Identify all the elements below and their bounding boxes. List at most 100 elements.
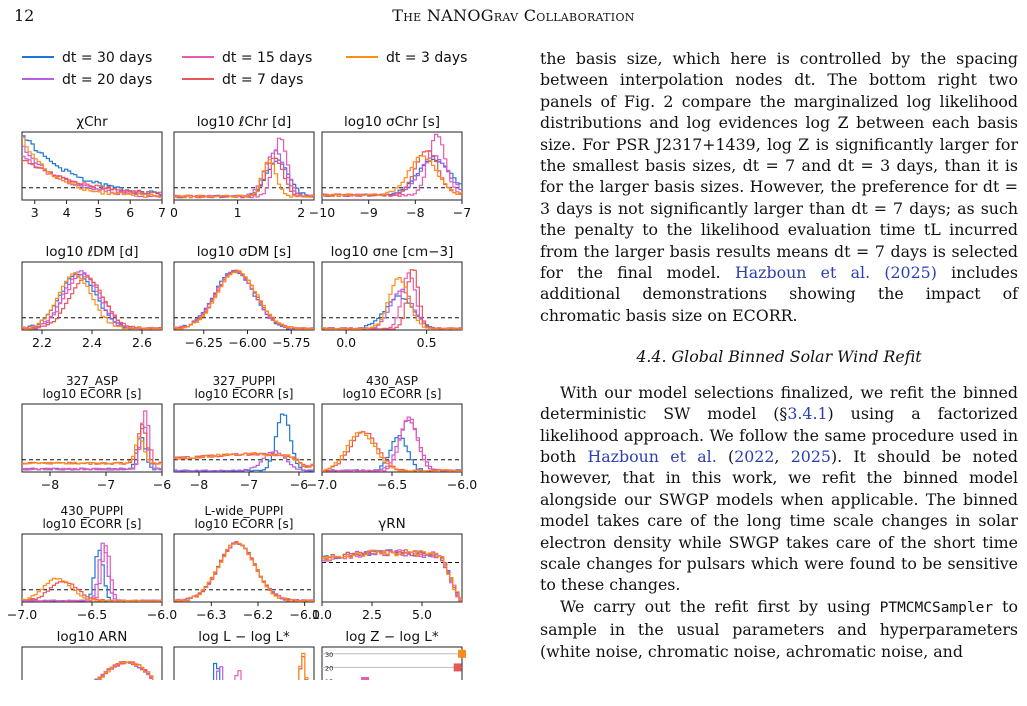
x-tick-label: 0.5 — [417, 335, 437, 350]
paragraph-2: With our model selections finalized, we … — [540, 382, 1018, 596]
panel-title: log10 ECORR [s] — [343, 387, 442, 401]
panel-title: log10 ECORR [s] — [195, 517, 294, 531]
hist-logl-d15 — [234, 670, 242, 680]
panel-frame — [173, 533, 315, 603]
y-tick-label: 20 — [325, 664, 333, 672]
x-tick-label: 2.5 — [362, 607, 382, 622]
x-tick-label: 5 — [94, 205, 102, 220]
hist-logl-d30 — [213, 662, 221, 680]
x-tick-label: −9 — [359, 205, 377, 220]
hist-e327asp-d3 — [22, 436, 162, 465]
x-tick-label: −6.00 — [228, 335, 266, 350]
hist-schr-d3 — [322, 155, 462, 197]
panel-title: L-wide_PUPPI — [205, 504, 284, 518]
hist-lchr-d20 — [174, 150, 314, 199]
y-tick-label: 30 — [325, 651, 333, 659]
panel-frame — [21, 403, 163, 473]
paragraph-1-end: includes additional demonstrations showi… — [540, 263, 1018, 325]
page-header: 12 The NANOGrav Collaboration — [0, 0, 1027, 30]
citation-2022[interactable]: 2022 — [734, 446, 775, 466]
x-tick-label: 6 — [126, 205, 134, 220]
panel-title: 327_ASP — [66, 374, 118, 388]
paragraph-3: We carry out the refit first by using PT… — [540, 596, 1018, 662]
x-tick-label: −7 — [97, 477, 115, 492]
x-tick-label: −8 — [406, 205, 424, 220]
hist-sdm-d3 — [174, 270, 314, 330]
x-tick-label: 4 — [63, 205, 71, 220]
x-tick-label: 0.0 — [312, 607, 332, 622]
hist-logl-d3 — [298, 652, 309, 680]
x-tick-label: −6.3 — [196, 607, 226, 622]
x-tick-label: 5.0 — [412, 607, 432, 622]
hist-schr-d15 — [322, 133, 462, 197]
hist-elwide-d20 — [174, 542, 314, 602]
x-tick-label: 1 — [234, 205, 242, 220]
hist-e327puppi-d20 — [174, 450, 314, 472]
panel-title: log10 ECORR [s] — [43, 387, 142, 401]
x-tick-label: −6.5 — [77, 607, 107, 622]
panel-logl: log L − log L*100150 — [173, 629, 315, 680]
hist-schr-d7 — [322, 150, 462, 197]
hist-ldm-d3 — [22, 272, 162, 330]
hist-elwide-d7 — [174, 541, 314, 602]
text-column: the basis size, which here is controlled… — [540, 48, 1018, 662]
legend-label-2: dt = 3 days — [386, 50, 467, 66]
x-tick-label: −7.0 — [307, 477, 337, 492]
panel-title: log10 ECORR [s] — [195, 387, 294, 401]
hist-lchr-d3 — [174, 159, 314, 199]
y-tick-label: 15 — [325, 678, 333, 680]
panel-frame — [321, 646, 463, 680]
legend-label-1: dt = 15 days — [222, 50, 312, 66]
panel-frame — [173, 261, 315, 331]
paragraph-3-b: to sample in the usual parameters and hy… — [540, 596, 1018, 661]
citation-hazboun[interactable]: Hazboun et al. — [587, 446, 717, 466]
panel-title: log L − log L* — [198, 629, 290, 645]
panel-title: 327_PUPPI — [213, 374, 276, 388]
x-tick-label: −8 — [41, 477, 59, 492]
x-tick-label: −7 — [240, 477, 258, 492]
x-tick-label: −10 — [309, 205, 335, 220]
hist-gamma-d3 — [322, 549, 462, 600]
panel-frame — [321, 131, 463, 201]
hist-ldm-d7 — [22, 276, 162, 330]
citation-hazboun-2025[interactable]: Hazboun et al. (2025) — [734, 263, 937, 283]
x-tick-label: −5.75 — [272, 335, 310, 350]
section-heading: 4.4. Global Binned Solar Wind Refit — [636, 347, 922, 367]
hist-logl-d7 — [298, 656, 309, 680]
x-tick-label: −7 — [453, 205, 471, 220]
panel-logz: log Z − log L*25507537152030 — [321, 629, 466, 680]
panel-title: log10 ℓDM [d] — [45, 244, 138, 260]
x-tick-label: 2.4 — [82, 335, 102, 350]
hist-arn-d3 — [97, 661, 154, 680]
panel-title: log10 ECORR [s] — [43, 517, 142, 531]
x-tick-label: −6.0 — [147, 607, 177, 622]
panel-frame — [321, 533, 463, 603]
x-tick-label: −6 — [290, 477, 308, 492]
panel-frame — [173, 403, 315, 473]
hist-sne-d3 — [322, 277, 462, 330]
panel-frame — [21, 646, 163, 680]
paragraph-2-a: With our model selections finalized, we … — [540, 382, 1018, 424]
panel-title: χChr — [76, 114, 108, 130]
paragraph-1: the basis size, which here is controlled… — [540, 48, 1018, 326]
x-tick-label: 2.2 — [32, 335, 52, 350]
x-tick-label: 0 — [170, 205, 178, 220]
paragraph-2-c: ). It should be noted however, that in t… — [540, 446, 1018, 595]
x-tick-label: −6.0 — [447, 477, 477, 492]
code-ptmcmcsampler: PTMCMCSampler — [879, 599, 994, 616]
panel-title: log10 ℓChr [d] — [197, 114, 292, 130]
x-tick-label: −6.25 — [185, 335, 223, 350]
panel-title: log10 σChr [s] — [344, 114, 440, 130]
panel-title: log10 σne [cm−3] — [331, 244, 454, 260]
paragraph-3-a: We carry out the refit first by using — [560, 596, 880, 616]
citation-2025[interactable]: 2025 — [790, 446, 831, 466]
section-ref-3-4-1[interactable]: 3.4.1 — [787, 404, 828, 424]
hist-e430puppi-d3 — [22, 577, 162, 602]
hist-e430asp-d3 — [322, 431, 462, 472]
hist-elwide-d3 — [174, 542, 314, 602]
panel-ldm: log10 ℓDM [d] 2.2 2.4 2.6 — [21, 244, 163, 350]
paragraph-2-paren: ( — [716, 446, 735, 466]
panel-chi: χChr 3 4 5 6 7 — [21, 114, 166, 220]
